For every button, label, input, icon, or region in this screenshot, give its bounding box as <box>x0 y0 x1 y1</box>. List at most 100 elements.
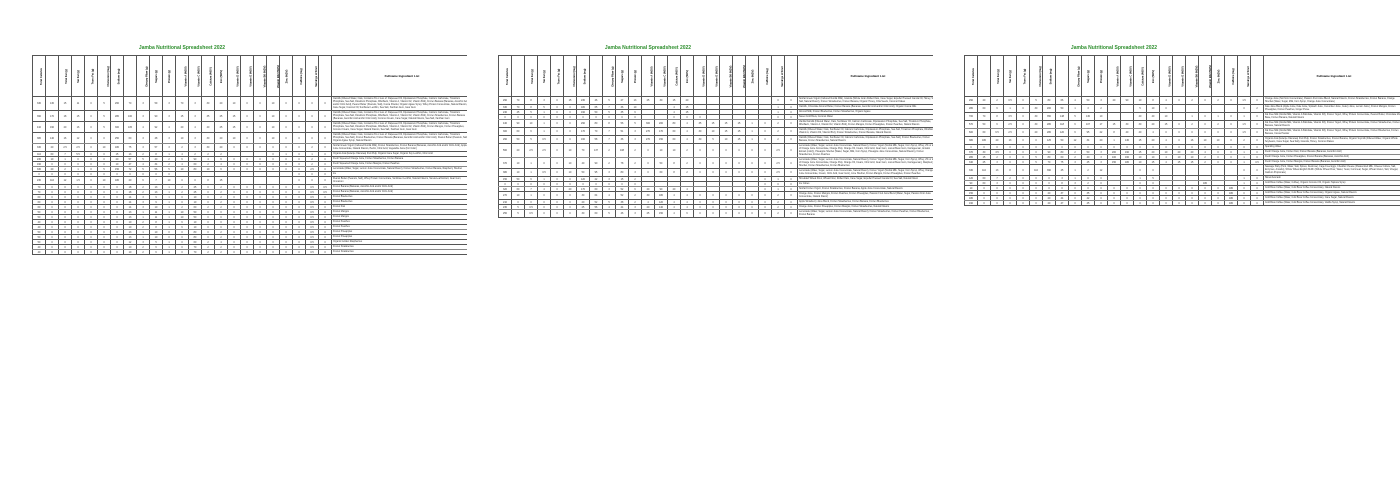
nutrient-value: 0 <box>318 110 332 122</box>
nutrient-value: 15 <box>563 96 577 105</box>
nutrient-value: 5 <box>628 119 642 128</box>
nutrient-value: 560 <box>498 143 512 158</box>
nutrient-value: 0 <box>84 132 98 144</box>
ingredient-list: Oatmilk (Filtered Water, Oats, Contains … <box>331 132 467 144</box>
nutrient-value: 0 <box>550 157 564 169</box>
nutrient-value: 0 <box>279 249 293 255</box>
nutrient-value: 107 <box>1081 120 1095 129</box>
nutrient-value: 2 <box>680 157 694 169</box>
nutrient-value: 0 <box>784 143 798 158</box>
nutrient-value: 0 <box>706 143 720 158</box>
nutrition-table: Total CaloriesCalories from Fat (kcal) To… <box>964 55 1400 206</box>
nutrient-value: 0 <box>240 132 254 144</box>
nutrient-value <box>1211 104 1225 113</box>
nutrient-value: 30 <box>641 191 655 200</box>
nutrient-value: 0 <box>1224 96 1238 105</box>
nutrient-value: 3 <box>602 168 616 177</box>
column-header-label: Cholesterol (mg) <box>1038 65 1042 87</box>
nutrient-value: 10 <box>511 157 525 169</box>
column-header: Dietary Fiber (g) <box>136 55 150 97</box>
nutrient-value: 110 <box>1029 164 1043 176</box>
nutrient-value: 0 <box>745 209 759 218</box>
column-header: Servings of Fruit <box>1237 55 1251 97</box>
column-header-label: Servings of Fruit <box>1246 65 1250 87</box>
nutrient-value: 10 <box>719 135 733 144</box>
column-header: Vitamin A (%DV) <box>1107 55 1121 97</box>
column-header: Servings of Vegetables <box>1250 55 1264 97</box>
nutrient-value: 4 <box>1146 128 1160 137</box>
nutrient-value: 2 <box>1185 96 1199 105</box>
ingredient-list: Fat Free Milk (Nonfat Milk, Vitamin A Pa… <box>1263 120 1400 129</box>
nutrient-value: 250 <box>498 209 512 218</box>
nutrient-value: 0 <box>253 121 267 133</box>
nutrient-value: 90 <box>149 110 163 122</box>
column-header-label: Iron (%DV) <box>1152 69 1156 83</box>
nutrient-value: 0 <box>563 209 577 218</box>
nutrient-value: 180 <box>1224 200 1238 206</box>
nutrient-value <box>1120 164 1134 176</box>
nutrient-value: 380 <box>964 136 978 145</box>
nutrient-value: 20 <box>1029 128 1043 137</box>
column-header-label: Iron (%DV) <box>686 69 690 83</box>
nutrient-value: 0 <box>550 191 564 200</box>
nutrient-value: 100 <box>123 110 137 122</box>
nutrient-value: 47 <box>1055 200 1069 206</box>
nutrient-value: 0 <box>1172 120 1186 129</box>
nutrient-value: 35 <box>201 110 215 122</box>
column-header: Caffeine (mg) <box>1224 55 1238 97</box>
ingredient-list: Oatmilk (Filtered Water, Oats, Contains … <box>331 110 467 122</box>
nutrient-value: 27 <box>615 96 629 105</box>
nutrient-value: 10 <box>97 143 111 152</box>
nutrient-value: 1.5 <box>1237 120 1251 129</box>
nutrient-value: 280 <box>110 110 124 122</box>
nutrient-value: 12 <box>58 176 72 185</box>
nutrient-value: 0 <box>784 127 798 136</box>
column-header: Sodium (mg) <box>110 55 124 97</box>
nutrient-value: 0 <box>305 110 319 122</box>
column-header: Vitamin E (%DV) <box>706 55 720 97</box>
nutrient-value: 1 <box>1068 164 1082 176</box>
nutrient-value: 70 <box>977 112 991 121</box>
nutrient-value: 0 <box>732 209 746 218</box>
nutrient-value: 0 <box>732 168 746 177</box>
nutrient-value: 200 <box>654 119 668 128</box>
column-header: Protein (g) <box>162 55 176 97</box>
nutrient-value: 40 <box>576 157 590 169</box>
column-header: Sugars (g) <box>1081 55 1095 97</box>
nutrient-value: 20 <box>1094 136 1108 145</box>
ingredient-list: Oatmilk (Filtered Water, Oats, Contains … <box>331 121 467 133</box>
sheet-title: Jamba Nutritional Spreadsheet 2022 <box>138 45 226 51</box>
nutrient-value: 190 <box>964 200 978 206</box>
table-row: 40 0 0 0 0 0 0 10 2 6 1 0 70 2 2 0 0 0 0 0 0 0.5 0 Frozen Straw… <box>32 249 467 255</box>
nutrient-value: 0.5 <box>305 249 319 255</box>
nutrient-value: 0 <box>550 119 564 128</box>
nutrient-value: 0 <box>758 119 772 128</box>
nutrient-value: 1 <box>162 249 176 255</box>
table-row: 390 170 18 15 0 5 280 100 3 90 3 15 3 35 25 15 0 0 10 0 0 0 0 O… <box>32 110 467 122</box>
nutrient-value: 150 <box>654 209 668 218</box>
column-header-label: Caffeine (mg) <box>1231 67 1235 85</box>
column-header: Calcium (%DV) <box>667 55 681 97</box>
nutrient-value: 6 <box>149 249 163 255</box>
nutrient-value <box>227 176 241 185</box>
nutrient-value: 330 <box>32 143 46 152</box>
nutrient-value: 20 <box>977 96 991 105</box>
column-header: Caffeine (mg) <box>758 55 772 97</box>
nutrient-value: 0 <box>1172 200 1186 206</box>
nutrient-value: 0 <box>563 135 577 144</box>
nutrient-value: 290 <box>498 96 512 105</box>
nutrient-value: 8 <box>602 119 616 128</box>
nutrient-value: 0 <box>58 249 72 255</box>
nutrient-value: 0 <box>537 191 551 200</box>
nutrient-value: 2 <box>771 119 785 128</box>
page-1: Jamba Nutritional Spreadsheet 2022 Total … <box>0 0 467 500</box>
nutrient-value: 0 <box>1016 128 1030 137</box>
table-row: 560 20 2.5 2.5 0 10 70 137 2 108 2 0 10 10 2 0 0 0 0 0 0 2.5 0… <box>498 143 933 158</box>
nutrient-value: 570 <box>964 120 978 129</box>
column-header: Vitamin B12 (%DV) <box>266 55 280 97</box>
column-header-label: Sugars (g) <box>1086 69 1090 83</box>
nutrient-value: 8 <box>1107 128 1121 137</box>
nutrient-value: 10 <box>1211 136 1225 145</box>
nutrient-value: 10 <box>1159 112 1173 121</box>
nutrient-value: 280 <box>1042 128 1056 137</box>
